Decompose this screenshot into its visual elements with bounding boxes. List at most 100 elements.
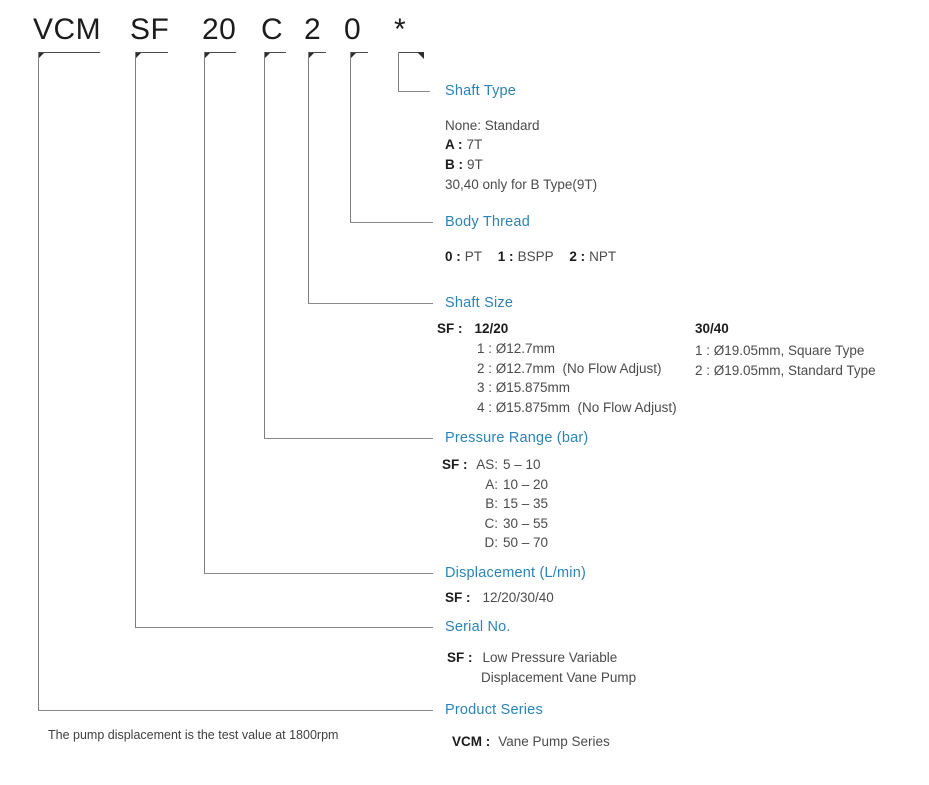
product-series-key: VCM : (452, 734, 491, 749)
connector-vertical-sf (135, 52, 136, 627)
bracket-corner-vcm (38, 52, 45, 59)
shaft-size-alt-item: 1 : Ø19.05mm, Square Type (695, 343, 865, 358)
section-title-shaft-size: Shaft Size (445, 295, 514, 311)
pressure-range-sf-label: SF : (442, 456, 472, 473)
body-thread-options: 0 : PT 1 : BSPP 2 : NPT (445, 248, 628, 265)
code-segment-asterisk: * (394, 13, 407, 46)
pressure-range-row-key: C: (484, 515, 499, 531)
serial-no-value-line1: Low Pressure Variable (482, 650, 618, 665)
shaft-type-note: 30,40 only for B Type(9T) (445, 177, 598, 192)
pressure-range-row-value: 30 – 55 (503, 515, 549, 531)
shaft-size-sf-item: 4 : Ø15.875mm (No Flow Adjust) (477, 400, 677, 415)
pressure-range-row-value: 5 – 10 (503, 457, 541, 472)
pressure-range-row: A: 10 – 20 (468, 475, 548, 495)
shaft-type-option-a-key: A : (445, 137, 463, 152)
shaft-type-option-a-value: 7T (466, 137, 483, 152)
bracket-top-vcm (38, 52, 100, 53)
section-title-body-thread: Body Thread (445, 214, 530, 230)
connector-vertical-c (264, 52, 265, 438)
shaft-size-alt-group: 30/40 (695, 320, 733, 337)
section-title-shaft-type: Shaft Type (445, 83, 517, 99)
body-thread-option-0-value: PT (464, 249, 483, 264)
connector-horizontal-displacement (204, 573, 433, 574)
bracket-top-sf (135, 52, 168, 53)
serial-no-value-line2: Displacement Vane Pump (481, 670, 637, 685)
body-thread-option-2-key: 2 : (569, 249, 586, 264)
bracket-corner-sf (135, 52, 142, 59)
shaft-size-sf-label: SF : (437, 321, 463, 336)
bracket-top-c (264, 52, 286, 53)
bracket-top-20 (204, 52, 236, 53)
shaft-type-option-b-value: 9T (467, 157, 483, 172)
shaft-size-alt-group-label: 30/40 (695, 321, 729, 336)
bracket-corner-0 (350, 52, 357, 59)
bracket-top-asterisk (398, 52, 424, 53)
code-segment-sf: SF (130, 13, 170, 46)
shaft-type-option-b-key: B : (445, 157, 463, 172)
pressure-range-row-key: B: (485, 496, 498, 512)
pressure-range-table: AS: 5 – 10 A: 10 – 20 B: 15 – 35 C: 30 – 55 … (468, 455, 548, 553)
pressure-range-row-value: 15 – 35 (503, 496, 549, 512)
pressure-range-row: B: 15 – 35 (468, 494, 548, 514)
connector-horizontal-shaft-size (308, 303, 433, 304)
connector-horizontal-product-series (38, 710, 433, 711)
section-title-displacement: Displacement (L/min) (445, 565, 586, 581)
pressure-range-row-value: 10 – 20 (503, 476, 549, 492)
body-thread-option-0: 0 : PT (445, 249, 482, 264)
code-segment-2: 2 (304, 13, 322, 46)
shaft-size-sf-item: 1 : Ø12.7mm (477, 341, 556, 356)
body-thread-option-1: 1 : BSPP (498, 249, 554, 264)
displacement-sf-key: SF : (445, 590, 471, 605)
product-series-row: VCM : Vane Pump Series (452, 733, 610, 750)
bracket-corner-2 (308, 52, 315, 59)
serial-no-sf-key: SF : (447, 650, 473, 665)
shaft-size-sf-item: 3 : Ø15.875mm (477, 380, 571, 395)
body-thread-option-2: 2 : NPT (569, 249, 616, 264)
connector-horizontal-serial-no (135, 627, 433, 628)
pressure-range-row-value: 50 – 70 (503, 535, 549, 551)
body-thread-option-1-key: 1 : (497, 249, 514, 264)
connector-vertical-0 (350, 52, 351, 222)
section-title-pressure-range: Pressure Range (bar) (445, 430, 589, 446)
body-thread-option-2-value: NPT (589, 249, 617, 264)
pressure-range-row-key: D: (484, 535, 499, 551)
bracket-top-0 (350, 52, 368, 53)
displacement-value: 12/20/30/40 (482, 590, 554, 605)
body-thread-option-1-value: BSPP (517, 249, 554, 264)
shaft-type-option-b: B : 9T (445, 156, 483, 173)
pressure-range-row: C: 30 – 55 (468, 514, 549, 534)
bracket-corner-c (264, 52, 271, 59)
displacement-value-row: SF : 12/20/30/40 (445, 589, 554, 606)
shaft-size-sf-group-label: 12/20 (474, 321, 509, 336)
bracket-corner-20 (204, 52, 211, 59)
pressure-range-sf-key: SF : (442, 457, 468, 472)
serial-no-row: SF : Low Pressure Variable (447, 649, 617, 666)
shaft-size-alt-item: 2 : Ø19.05mm, Standard Type (695, 363, 876, 378)
connector-horizontal-pressure-range (264, 438, 433, 439)
product-series-value: Vane Pump Series (498, 734, 610, 749)
connector-horizontal-body-thread (350, 222, 433, 223)
shaft-type-none-line: None: Standard (445, 118, 540, 133)
code-segment-0: 0 (344, 13, 362, 46)
connector-horizontal-shaft-type (398, 91, 430, 92)
shaft-type-option-a: A :7T (445, 136, 482, 153)
code-segment-c: C (261, 13, 284, 46)
connector-vertical-20 (204, 52, 205, 573)
pressure-range-row-key: A: (485, 476, 498, 492)
pressure-range-row-key: AS: (476, 457, 498, 472)
shaft-size-sf-item: 2 : Ø12.7mm (No Flow Adjust) (477, 361, 662, 376)
pressure-range-row: AS: 5 – 10 (468, 455, 548, 475)
connector-vertical-vcm (38, 52, 39, 710)
code-segment-vcm: VCM (33, 13, 102, 46)
pressure-range-row: D: 50 – 70 (468, 533, 549, 553)
bracket-top-2 (308, 52, 326, 53)
bracket-corner-asterisk (417, 52, 424, 59)
section-title-serial-no: Serial No. (445, 619, 511, 635)
code-segment-20: 20 (202, 13, 237, 46)
section-title-product-series: Product Series (445, 702, 543, 718)
footnote: The pump displacement is the test value … (48, 728, 339, 742)
shaft-size-sf-group: SF : 12/20 (437, 320, 512, 337)
body-thread-option-0-key: 0 : (445, 249, 461, 264)
connector-vertical-asterisk (398, 52, 399, 91)
